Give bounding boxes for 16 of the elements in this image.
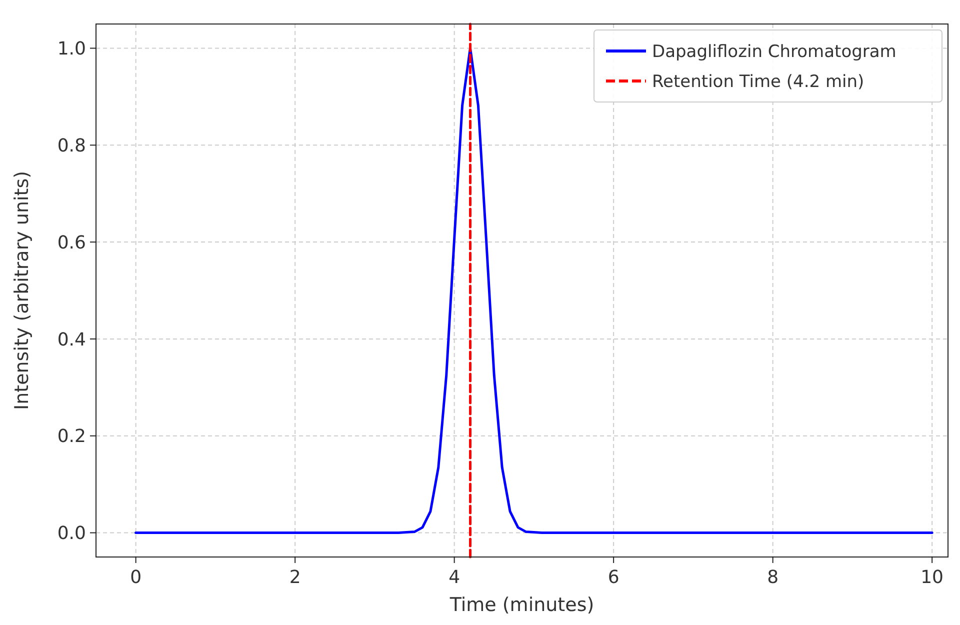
x-tick-label: 8 bbox=[767, 567, 779, 588]
y-tick-label: 0.0 bbox=[57, 523, 86, 544]
y-tick-label: 1.0 bbox=[57, 38, 86, 60]
x-tick-label: 6 bbox=[608, 567, 620, 588]
x-axis-title: Time (minutes) bbox=[448, 594, 594, 616]
x-tick-label: 4 bbox=[448, 567, 460, 588]
y-tick-label: 0.6 bbox=[57, 232, 86, 254]
x-tick-label: 2 bbox=[289, 567, 301, 588]
y-tick-label: 0.8 bbox=[57, 135, 86, 156]
x-tick-label: 0 bbox=[130, 567, 142, 588]
y-axis-title: Intensity (arbitrary units) bbox=[11, 170, 33, 410]
x-tick-label: 10 bbox=[920, 567, 944, 588]
y-tick-label: 0.4 bbox=[57, 329, 86, 350]
legend-label: Dapagliflozin Chromatogram bbox=[652, 42, 896, 62]
legend-label: Retention Time (4.2 min) bbox=[652, 72, 864, 92]
y-tick-label: 0.2 bbox=[57, 426, 86, 448]
